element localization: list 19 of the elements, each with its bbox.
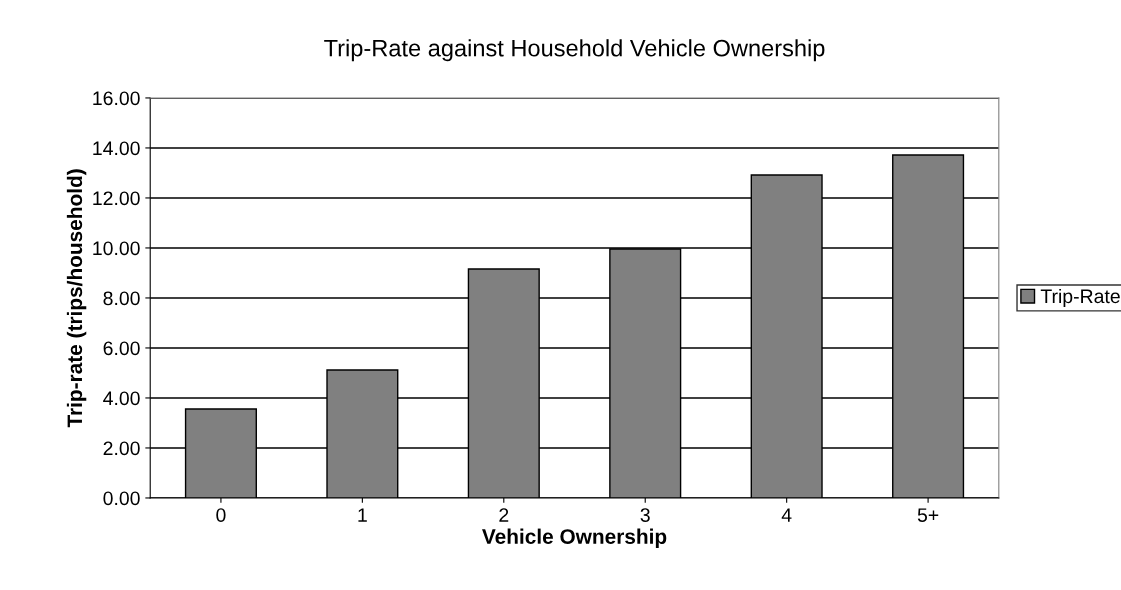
y-tick-label: 8.00: [103, 291, 140, 306]
y-tick-label: 12.00: [93, 191, 140, 206]
y-tick-label: 14.00: [93, 141, 140, 156]
x-tick-label: 3: [640, 508, 650, 522]
x-tick-label: 4: [781, 508, 792, 522]
y-axis-title: Trip-rate (trips/household): [66, 169, 87, 428]
y-tick-label: 0.00: [103, 491, 140, 506]
chart-title: Trip-Rate against Household Vehicle Ownership: [324, 39, 825, 62]
x-tick-label: 5+: [917, 508, 939, 522]
x-axis-title: Vehicle Ownership: [482, 528, 667, 549]
x-tick-label: 1: [358, 508, 367, 522]
x-tick-label: 2: [499, 508, 509, 522]
x-tick-label: 0: [216, 508, 226, 522]
y-tick-label: 6.00: [103, 341, 140, 356]
y-tick-label: 10.00: [93, 241, 140, 256]
y-tick-label: 2.00: [103, 441, 140, 456]
y-tick-label: 4.00: [103, 391, 140, 406]
y-tick-label: 16.00: [93, 91, 140, 106]
legend-label: Trip-Rate: [1040, 288, 1120, 308]
